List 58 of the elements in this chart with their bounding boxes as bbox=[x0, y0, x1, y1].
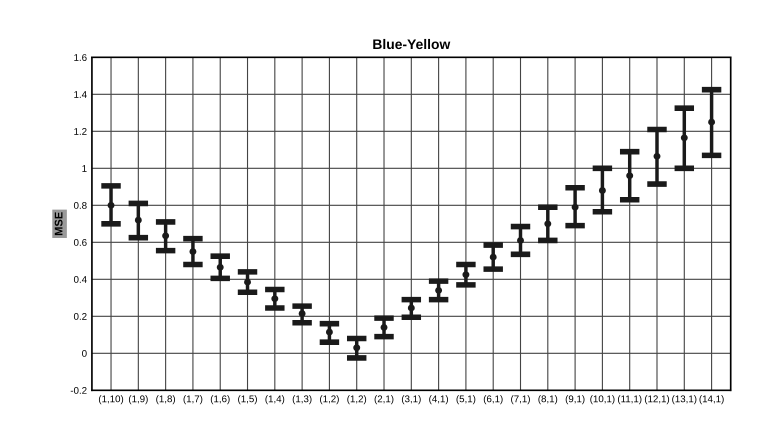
point bbox=[353, 344, 360, 352]
point bbox=[162, 232, 170, 240]
point bbox=[134, 216, 142, 224]
x-tick-label: (1,3) bbox=[292, 395, 312, 404]
x-tick-label: (8,1) bbox=[538, 395, 558, 404]
point bbox=[380, 324, 388, 331]
y-tick-label: 1.4 bbox=[74, 91, 87, 98]
x-tick-label: (14,1) bbox=[700, 395, 724, 404]
x-tick-label: (11,1) bbox=[618, 395, 642, 404]
x-tick-label: (3,1) bbox=[402, 395, 421, 404]
point bbox=[216, 264, 224, 271]
point bbox=[462, 271, 470, 278]
y-tick-label: -0.2 bbox=[70, 387, 87, 394]
y-tick-label: 0 bbox=[82, 350, 87, 357]
point bbox=[517, 236, 524, 244]
point bbox=[654, 152, 660, 160]
point bbox=[244, 278, 251, 286]
point bbox=[598, 187, 606, 194]
x-tick-label: (7,1) bbox=[511, 395, 530, 404]
x-tick-label: (1,4) bbox=[265, 395, 284, 404]
x-tick-label: (1,8) bbox=[156, 395, 176, 404]
y-tick-label: 0.8 bbox=[74, 202, 87, 209]
y-tick-label: 0.6 bbox=[74, 239, 87, 246]
x-tick-label: (1,2) bbox=[320, 395, 339, 404]
point bbox=[435, 286, 442, 294]
point bbox=[408, 304, 415, 312]
x-tick-label: (1,5) bbox=[238, 395, 257, 404]
y-tick-label: 0.2 bbox=[74, 313, 87, 320]
chart-title: Blue-Yellow bbox=[373, 38, 450, 50]
y-tick-label: 0.4 bbox=[74, 276, 87, 283]
x-tick-label: (4,1) bbox=[429, 395, 448, 404]
x-tick-label: (2,1) bbox=[374, 395, 394, 404]
point bbox=[626, 172, 634, 180]
y-axis-title: MSE bbox=[54, 212, 63, 236]
point bbox=[298, 310, 306, 317]
y-tick-label: 1.6 bbox=[74, 54, 87, 61]
x-tick-label: (5,1) bbox=[456, 395, 476, 404]
x-tick-label: (12,1) bbox=[644, 395, 670, 404]
point bbox=[108, 202, 115, 209]
point bbox=[708, 118, 716, 126]
x-tick-label: (9,1) bbox=[566, 395, 584, 404]
point bbox=[326, 328, 333, 336]
point bbox=[490, 254, 497, 261]
y-tick-label: 1.2 bbox=[74, 128, 87, 135]
point bbox=[572, 204, 579, 211]
x-tick-label: (1,10) bbox=[98, 395, 124, 404]
point bbox=[189, 248, 196, 256]
x-tick-label: (10,1) bbox=[590, 395, 614, 404]
x-tick-label: (1,2) bbox=[347, 395, 366, 404]
point bbox=[271, 295, 278, 302]
x-tick-label: (1,7) bbox=[184, 395, 202, 404]
y-tick-label: 1 bbox=[82, 165, 87, 172]
x-tick-label: (1,9) bbox=[128, 395, 148, 404]
point bbox=[680, 134, 688, 142]
point bbox=[544, 220, 552, 228]
x-tick-label: (6,1) bbox=[484, 395, 503, 404]
x-tick-label: (13,1) bbox=[672, 395, 696, 404]
x-tick-label: (1,6) bbox=[210, 395, 230, 404]
